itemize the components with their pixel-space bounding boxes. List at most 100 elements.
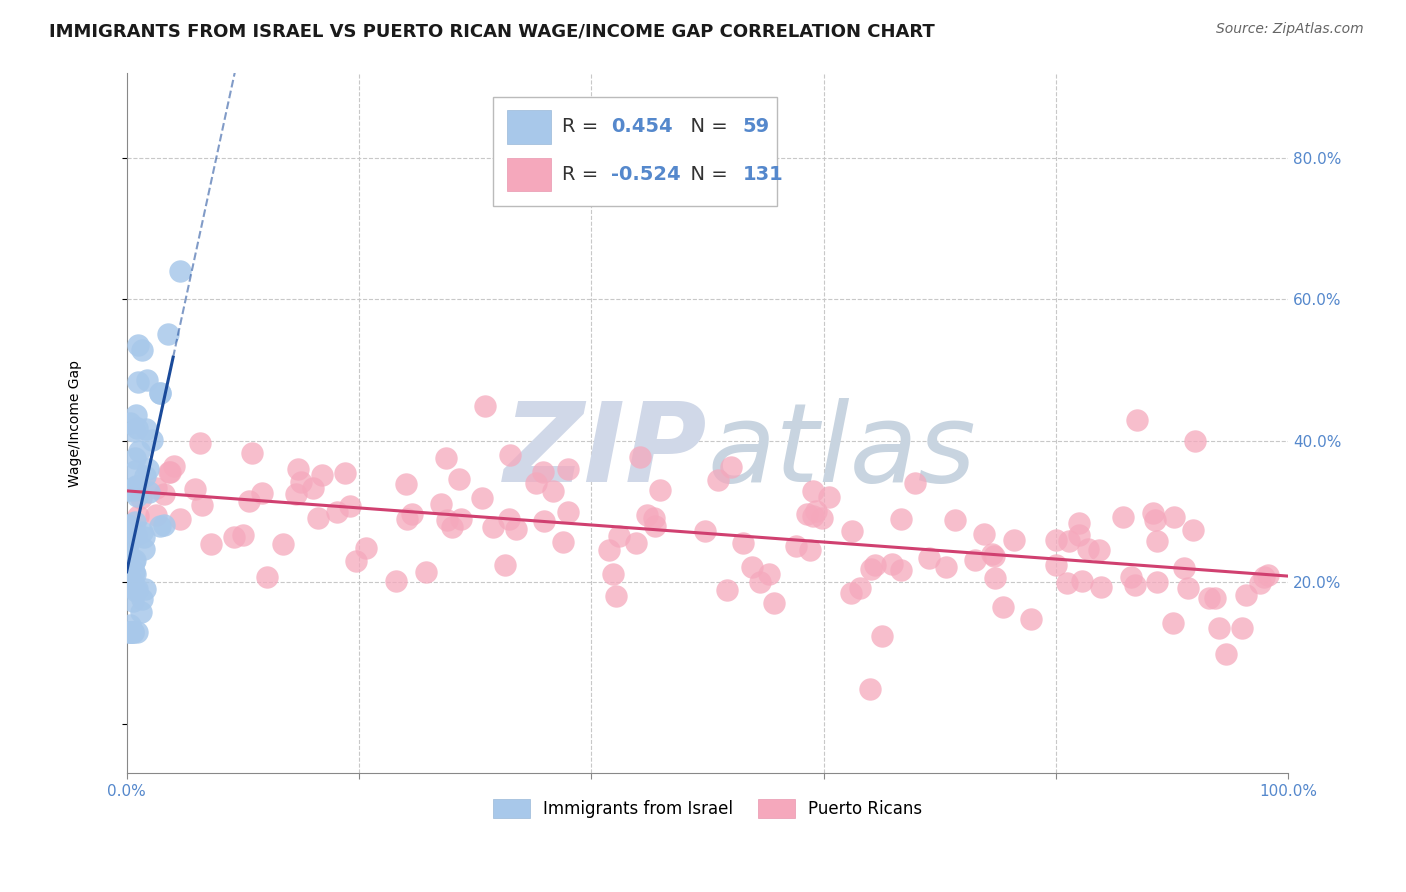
Point: [607, 529, 630, 543]
Point: [149, 385, 172, 400]
Point: [224, 530, 246, 544]
Point: [121, 481, 143, 495]
Point: [981, 547, 1004, 561]
Point: [524, 476, 547, 491]
Point: [188, 436, 211, 450]
Point: [1198, 591, 1220, 606]
Point: [644, 519, 666, 533]
Point: [125, 408, 148, 422]
Point: [882, 557, 904, 571]
Point: [333, 467, 356, 481]
Point: [839, 586, 862, 600]
Point: [1146, 574, 1168, 589]
Point: [129, 491, 152, 506]
Text: 0.454: 0.454: [612, 118, 672, 136]
Point: [117, 537, 139, 551]
Point: [598, 542, 620, 557]
Point: [127, 509, 149, 524]
FancyBboxPatch shape: [506, 158, 551, 192]
Point: [135, 422, 157, 436]
Legend: Immigrants from Israel, Puerto Ricans: Immigrants from Israel, Puerto Ricans: [486, 792, 929, 824]
Point: [120, 573, 142, 587]
Point: [785, 539, 807, 553]
Point: [138, 484, 160, 499]
Point: [1123, 578, 1146, 592]
Point: [183, 482, 205, 496]
Point: [1045, 558, 1067, 573]
Point: [125, 582, 148, 596]
Point: [191, 499, 214, 513]
Point: [250, 486, 273, 500]
Point: [339, 499, 361, 513]
Point: [117, 555, 139, 569]
Point: [429, 497, 451, 511]
Text: -0.524: -0.524: [612, 165, 681, 184]
Point: [131, 591, 153, 606]
Point: [149, 519, 172, 533]
Point: [125, 527, 148, 541]
Point: [693, 524, 716, 538]
Point: [131, 525, 153, 540]
Point: [118, 618, 141, 632]
Point: [169, 264, 191, 278]
Point: [991, 600, 1014, 615]
Point: [624, 535, 647, 549]
Point: [749, 574, 772, 589]
Point: [141, 433, 163, 447]
Point: [741, 559, 763, 574]
Point: [848, 581, 870, 595]
Point: [354, 541, 377, 556]
Point: [1071, 574, 1094, 588]
Point: [256, 570, 278, 584]
Point: [436, 513, 458, 527]
Point: [1177, 581, 1199, 595]
Point: [1204, 591, 1226, 605]
Point: [1045, 533, 1067, 547]
Point: [1215, 647, 1237, 661]
Point: [605, 590, 627, 604]
Point: [602, 566, 624, 581]
Point: [1253, 569, 1275, 583]
Point: [471, 491, 494, 506]
Point: [1004, 533, 1026, 547]
Point: [153, 518, 176, 533]
Point: [1234, 588, 1257, 602]
Text: Wage/Income Gap: Wage/Income Gap: [69, 359, 83, 487]
Point: [1142, 506, 1164, 520]
Point: [1144, 512, 1167, 526]
Point: [983, 571, 1005, 585]
Point: [904, 475, 927, 490]
Point: [124, 555, 146, 569]
Point: [648, 483, 671, 497]
Point: [120, 624, 142, 639]
Point: [1019, 612, 1042, 626]
Point: [533, 514, 555, 528]
Point: [124, 565, 146, 579]
Point: [1119, 570, 1142, 584]
Point: [200, 537, 222, 551]
Point: [127, 624, 149, 639]
Point: [326, 505, 349, 519]
Point: [125, 583, 148, 598]
Point: [1112, 510, 1135, 524]
Point: [121, 579, 143, 593]
Point: [395, 512, 418, 526]
Point: [149, 386, 172, 401]
Point: [801, 509, 824, 524]
Point: [796, 507, 818, 521]
Point: [117, 548, 139, 562]
Point: [973, 526, 995, 541]
Point: [120, 624, 142, 639]
Point: [872, 629, 894, 643]
Text: N =: N =: [679, 118, 734, 136]
Point: [238, 493, 260, 508]
Point: [128, 338, 150, 352]
Point: [311, 467, 333, 482]
Point: [240, 445, 263, 459]
Point: [124, 566, 146, 581]
Point: [128, 443, 150, 458]
Point: [494, 558, 516, 572]
Point: [122, 624, 145, 639]
Point: [118, 483, 141, 498]
Point: [232, 527, 254, 541]
